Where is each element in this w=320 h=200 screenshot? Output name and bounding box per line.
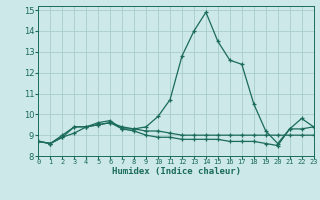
X-axis label: Humidex (Indice chaleur): Humidex (Indice chaleur): [111, 167, 241, 176]
